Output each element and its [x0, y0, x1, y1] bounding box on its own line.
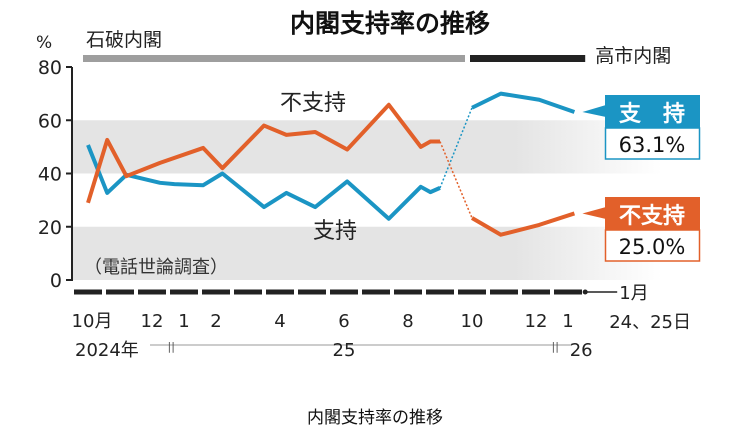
callout-value-box: [604, 127, 701, 160]
survey-note: （電話世論調査）: [84, 257, 228, 278]
series-line-disapproval: [86, 102, 440, 204]
callout-label: 支 持: [619, 102, 685, 127]
x-tick-label: 6: [338, 311, 349, 332]
transition-dotted-line: [439, 141, 473, 219]
callout-header: [605, 197, 700, 230]
cabinet-bar: [83, 55, 465, 62]
series-label-approval: 支持: [313, 219, 357, 244]
year-label: 25: [333, 340, 356, 361]
x-tick-label: 1: [178, 311, 189, 332]
x-tick-label: 8: [402, 311, 413, 332]
x-tick-label: 4: [274, 311, 285, 332]
year-label: 2024年: [75, 340, 139, 361]
series-line-disapproval-takaichi: [470, 211, 576, 237]
cabinet-label: 石破内閣: [86, 29, 162, 51]
callout-pointer: [582, 207, 606, 219]
x-tick-label: 2: [210, 311, 221, 332]
x-tick-label: 10: [461, 311, 484, 332]
x-tick-label: 1: [562, 311, 573, 332]
callout-header: [605, 95, 700, 128]
cabinet-label: 高市内閣: [595, 45, 671, 67]
year-label: 26: [570, 340, 593, 361]
callout-pointer: [582, 105, 606, 117]
chart-title: 内閣支持率の推移: [290, 9, 490, 38]
y-tick-label: 20: [38, 217, 62, 239]
y-tick-label: 80: [38, 57, 62, 79]
series-label-disapproval: 不支持: [280, 91, 346, 116]
y-tick-label: 40: [38, 164, 62, 186]
x-end-label: 24、25日: [609, 312, 691, 333]
grid-band: [72, 226, 662, 280]
x-tick-label: 10月: [72, 311, 113, 332]
y-axis-unit: %: [36, 33, 52, 53]
callout-label: 不支持: [619, 204, 685, 229]
y-tick-label: 0: [50, 270, 62, 292]
x-axis-end-dot: [582, 289, 588, 295]
x-tick-label: 12: [525, 311, 548, 332]
callout-value: 63.1%: [619, 133, 686, 157]
series-line-approval-takaichi: [471, 91, 576, 114]
x-tick-label: 12: [141, 311, 164, 332]
year-break: ||: [551, 340, 558, 353]
y-tick-label: 60: [38, 110, 62, 132]
cabinet-bar: [470, 55, 586, 62]
callout-value: 25.0%: [619, 235, 686, 259]
figure-caption: 内閣支持率の推移: [307, 408, 443, 428]
x-end-label: 1月: [619, 283, 648, 304]
year-break: ||: [167, 340, 174, 353]
callout-value-box: [604, 229, 701, 262]
